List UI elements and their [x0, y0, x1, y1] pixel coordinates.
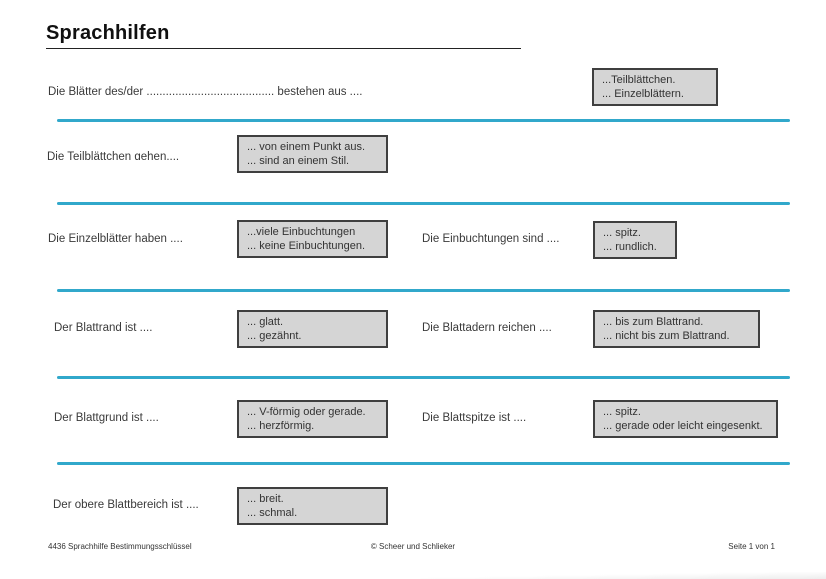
option-line: ... gerade oder leicht eingesenkt.	[603, 420, 763, 432]
section-divider	[57, 462, 790, 465]
option-line: ... nicht bis zum Blattrand.	[603, 330, 730, 342]
option-line: ... gezähnt.	[247, 330, 302, 342]
options-box-blattspitze: ... spitz. ... gerade oder leicht einges…	[593, 400, 778, 438]
options-box-blaetter: ...Teilblättchen. ... Einzelblättern.	[592, 68, 718, 106]
title-underline	[46, 48, 521, 49]
footer-copyright: © Scheer und Schlieker	[370, 542, 456, 551]
prompt-blattrand: Der Blattrand ist ....	[54, 322, 153, 334]
scan-edge-shadow	[420, 572, 826, 579]
prompt-oberer-blattbereich: Der obere Blattbereich ist ....	[53, 499, 199, 511]
section-divider	[57, 289, 790, 292]
options-box-blattrand: ... glatt. ... gezähnt.	[237, 310, 388, 348]
options-box-einzelblaetter: ...viele Einbuchtungen ... keine Einbuch…	[237, 220, 388, 258]
option-line: ... spitz.	[603, 406, 641, 418]
options-box-blattgrund: ... V-förmig oder gerade. ... herzförmig…	[237, 400, 388, 438]
prompt-blattspitze: Die Blattspitze ist ....	[422, 412, 527, 424]
options-box-oberer-blattbereich: ... breit. ... schmal.	[237, 487, 388, 525]
options-box-teilblaettchen: ... von einem Punkt aus. ... sind an ein…	[237, 135, 388, 173]
option-line: ... Einzelblättern.	[602, 88, 684, 100]
options-box-einbuchtungen: ... spitz. ... rundlich.	[593, 221, 677, 259]
option-line: ... rundlich.	[603, 241, 657, 253]
section-divider	[57, 376, 790, 379]
prompt-blattadern: Die Blattadern reichen ....	[422, 322, 552, 334]
option-line: ... sind an einem Stil.	[247, 155, 350, 167]
section-divider	[57, 202, 790, 205]
options-box-blattadern: ... bis zum Blattrand. ... nicht bis zum…	[593, 310, 760, 348]
option-line: ... keine Einbuchtungen.	[247, 240, 366, 252]
prompt-teilblaettchen-clip: Die Teilblättchen gehen....	[47, 147, 247, 160]
option-line: ... V-förmig oder gerade.	[247, 406, 366, 418]
prompt-einzelblaetter: Die Einzelblätter haben ....	[48, 233, 183, 245]
prompt-teilblaettchen: Die Teilblättchen gehen....	[47, 151, 180, 160]
section-divider	[57, 119, 790, 122]
prompt-blaetter: Die Blätter des/der ....................…	[48, 86, 363, 98]
prompt-einbuchtungen: Die Einbuchtungen sind ....	[422, 233, 560, 245]
option-line: ... bis zum Blattrand.	[603, 316, 704, 328]
option-line: ... herzförmig.	[247, 420, 315, 432]
option-line: ... glatt.	[247, 316, 284, 328]
option-line: ... breit.	[247, 493, 284, 505]
footer-page-number: Seite 1 von 1	[728, 542, 775, 551]
option-line: ...Teilblättchen.	[602, 74, 676, 86]
option-line: ... von einem Punkt aus.	[247, 141, 366, 153]
option-line: ... spitz.	[603, 227, 641, 239]
option-line: ...viele Einbuchtungen	[247, 226, 356, 238]
footer-document-id: 4436 Sprachhilfe Bestimmungsschlüssel	[48, 542, 192, 551]
prompt-blattgrund: Der Blattgrund ist ....	[54, 412, 159, 424]
option-line: ... schmal.	[247, 507, 298, 519]
page-title: Sprachhilfen	[46, 22, 170, 44]
